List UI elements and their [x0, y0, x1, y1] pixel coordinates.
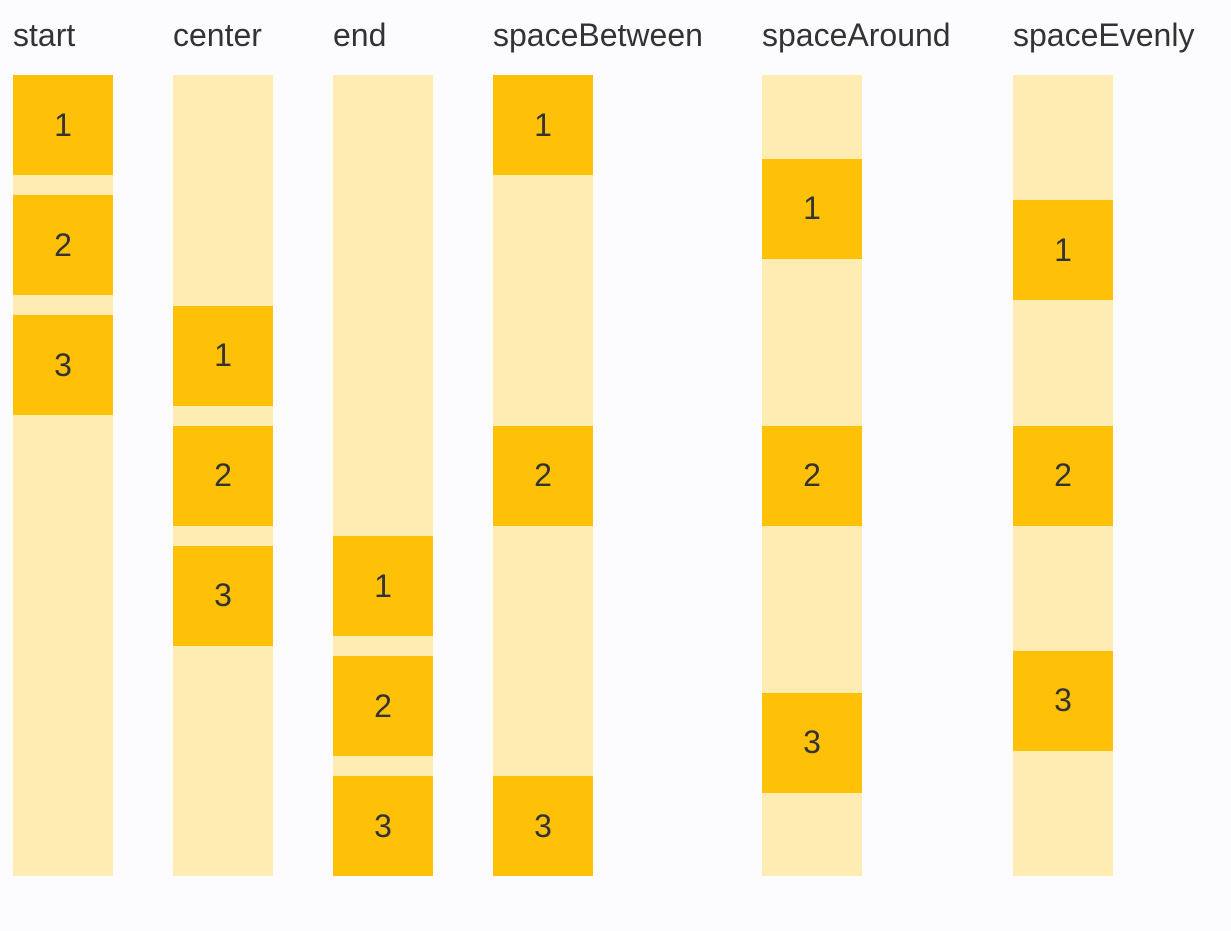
flex-item: 3	[762, 692, 862, 793]
flex-item: 3	[493, 776, 593, 876]
alignment-column-end: end 1 2 3	[333, 18, 433, 876]
flex-track-space-around: 1 2 3	[762, 75, 862, 876]
flex-item: 3	[1013, 650, 1113, 751]
alignment-column-center: center 1 2 3	[173, 18, 273, 876]
flex-item: 2	[13, 195, 113, 295]
alignment-column-start: start 1 2 3	[13, 18, 113, 876]
flex-item: 1	[173, 305, 273, 406]
column-label: spaceBetween	[493, 17, 703, 53]
flex-item: 1	[493, 75, 593, 175]
alignment-column-space-between: spaceBetween 1 2 3	[493, 17, 703, 876]
column-label: end	[333, 17, 387, 53]
column-label: spaceAround	[762, 17, 951, 53]
flex-item: 2	[333, 656, 433, 756]
flex-item: 3	[173, 545, 273, 646]
alignment-column-space-evenly: spaceEvenly 1 2 3	[1013, 17, 1195, 876]
column-label: spaceEvenly	[1013, 17, 1195, 53]
alignment-demo-row: start 1 2 3 center 1 2 3 end 1 2 3	[13, 18, 1231, 876]
flex-item: 1	[1013, 200, 1113, 301]
flex-item: 3	[333, 776, 433, 876]
column-label: start	[13, 17, 76, 53]
flex-item: 3	[13, 315, 113, 415]
flex-item: 1	[333, 536, 433, 636]
flex-item: 2	[762, 425, 862, 526]
flex-track-end: 1 2 3	[333, 75, 433, 876]
flex-item: 2	[1013, 425, 1113, 526]
flex-item: 2	[493, 425, 593, 526]
flex-item: 1	[13, 75, 113, 175]
flex-track-space-evenly: 1 2 3	[1013, 75, 1113, 876]
flex-track-space-between: 1 2 3	[493, 75, 593, 876]
flex-track-start: 1 2 3	[13, 75, 113, 876]
flex-item: 2	[173, 425, 273, 526]
flex-track-center: 1 2 3	[173, 75, 273, 876]
column-label: center	[173, 17, 262, 53]
flex-item: 1	[762, 158, 862, 259]
alignment-column-space-around: spaceAround 1 2 3	[762, 18, 953, 876]
